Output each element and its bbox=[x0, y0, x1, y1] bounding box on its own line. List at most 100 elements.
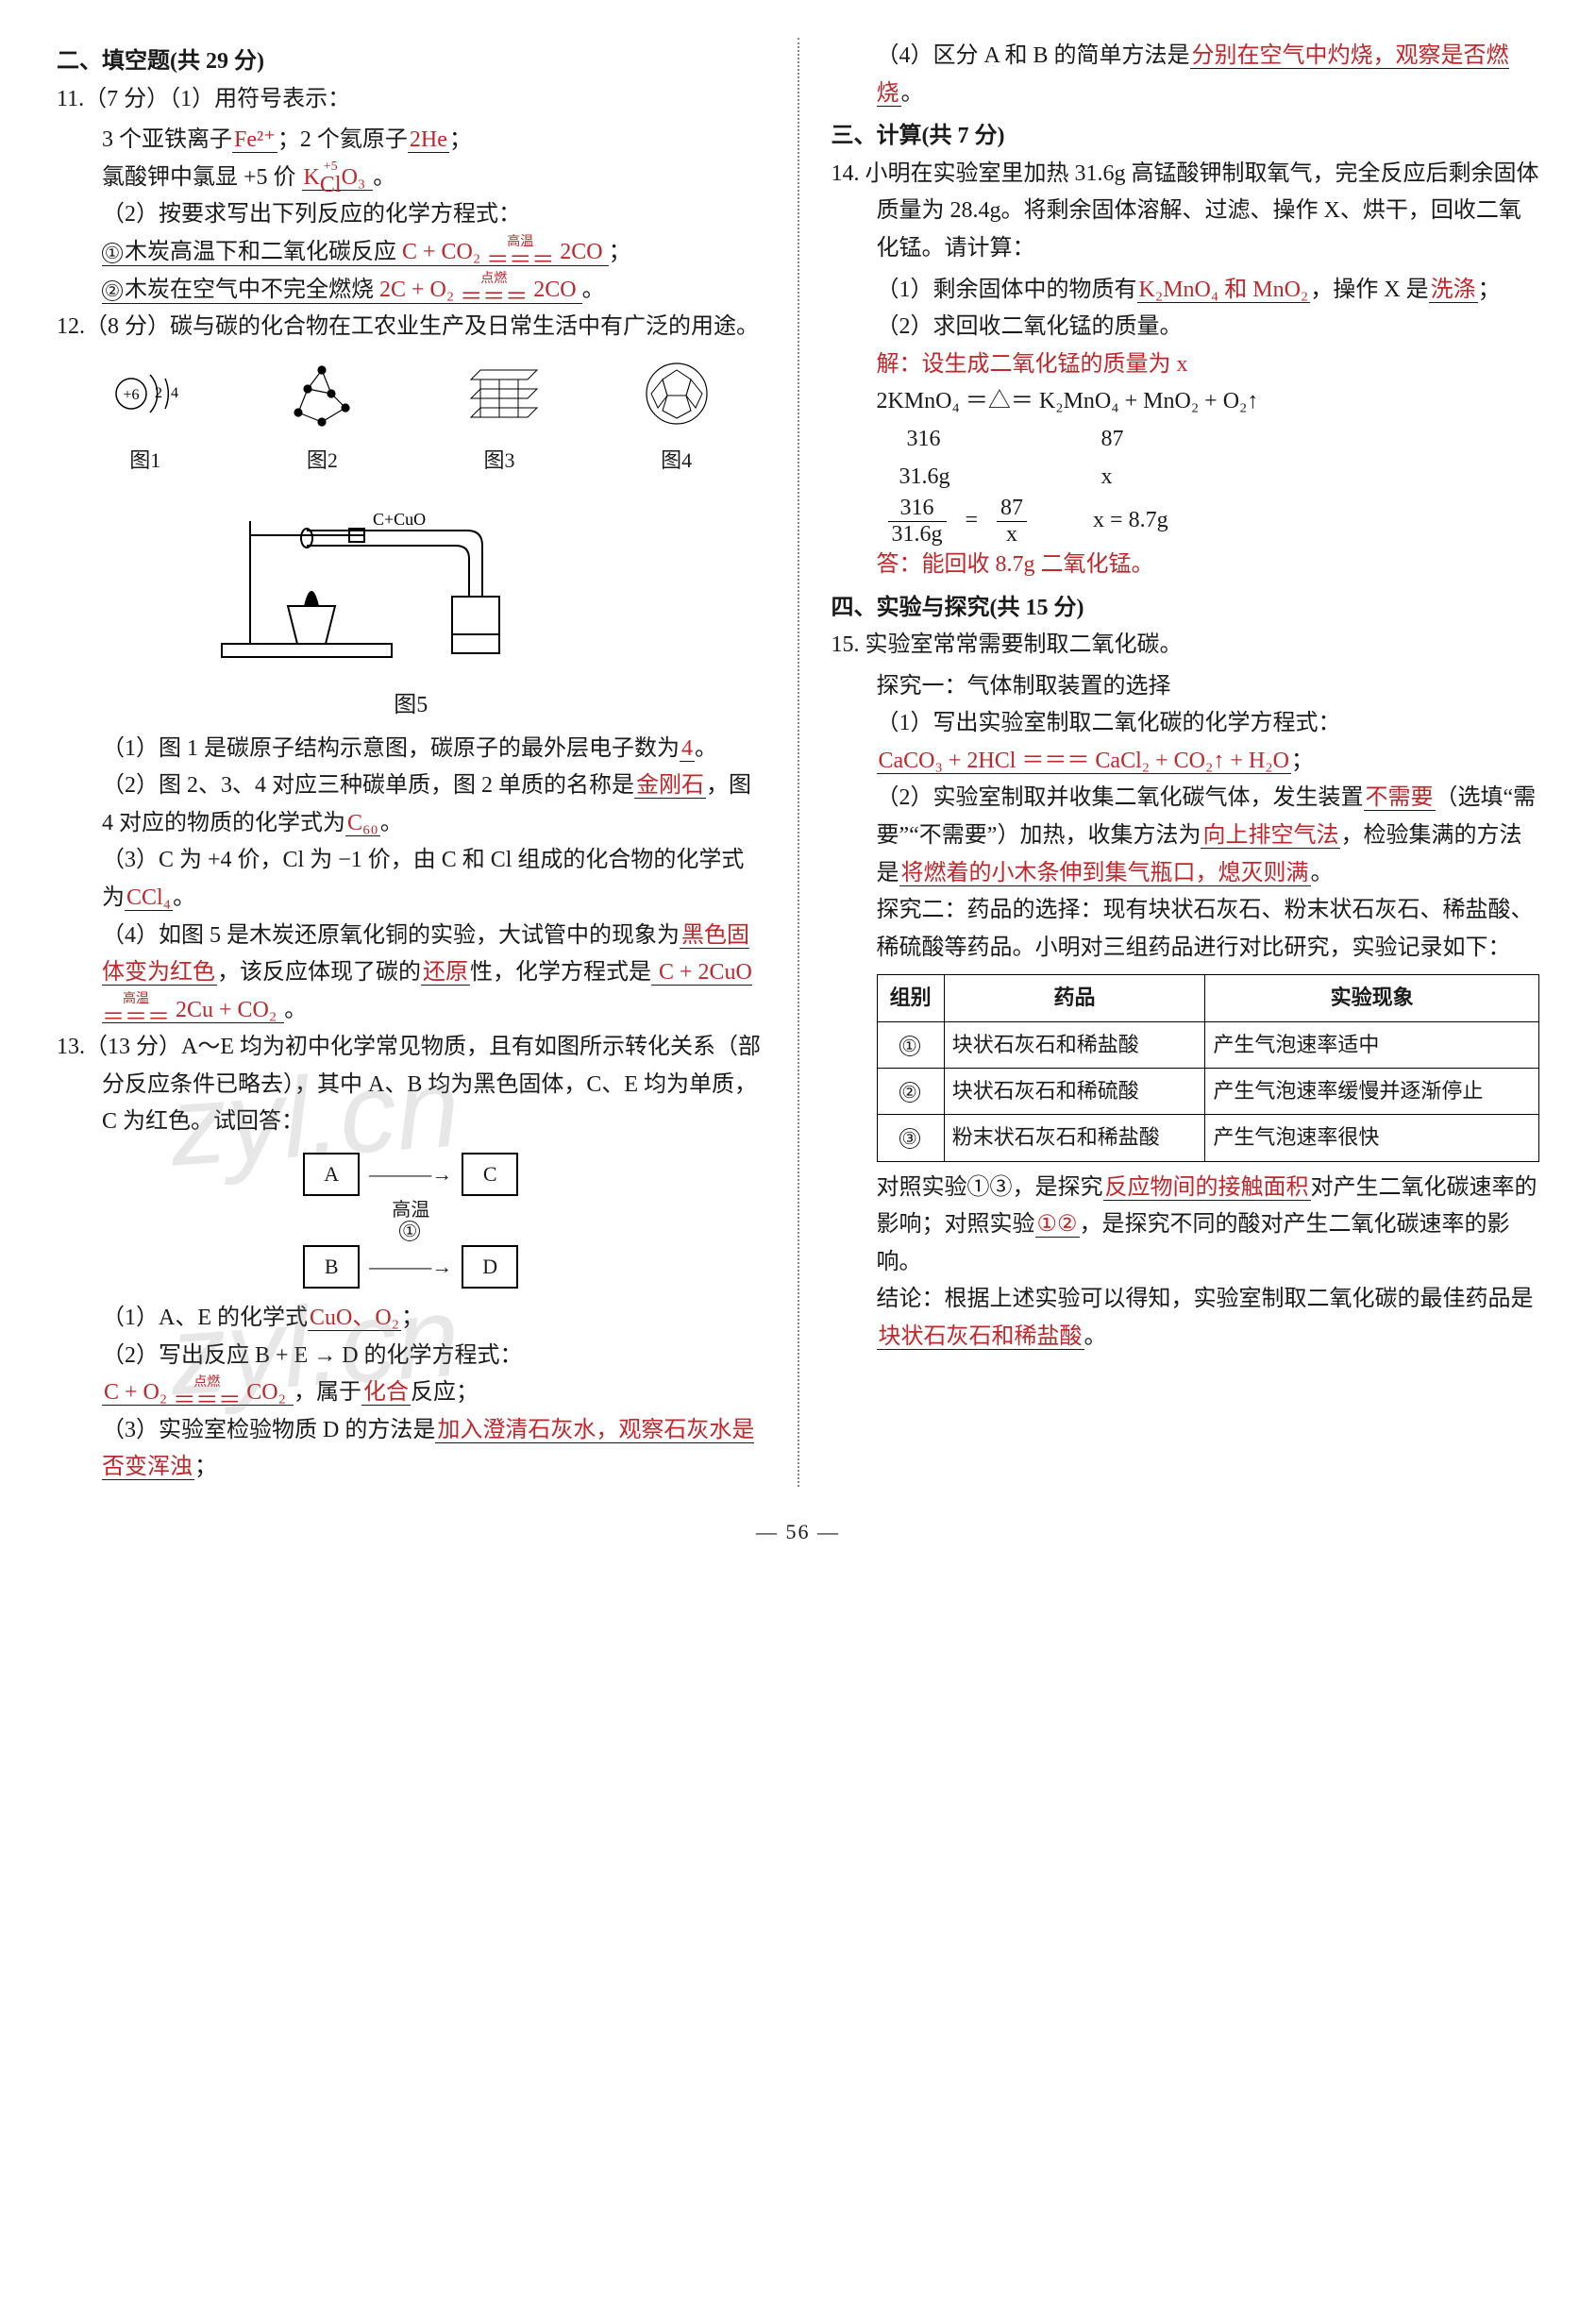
kclo3-o3: O₃ bbox=[342, 165, 366, 190]
frac-left: 316 31.6g bbox=[888, 496, 947, 547]
q11-part2: （2）按要求写出下列反应的化学方程式： bbox=[57, 196, 765, 234]
q14-p1: （1）剩余固体中的物质有K₂MnO₄ 和 MnO₂，操作 X 是洗涤； bbox=[832, 272, 1540, 310]
r2c3: 产生气泡速率缓慢并逐渐停止 bbox=[1205, 1069, 1539, 1115]
right-column: （4）区分 A 和 B 的简单方法是分别在空气中灼烧，观察是否燃烧。 三、计算(… bbox=[832, 38, 1540, 1487]
c2cond: 点燃 bbox=[460, 273, 528, 286]
q13p2ans2: 化合 bbox=[361, 1380, 411, 1406]
q14-sol-ans: 答：能回收 8.7g 二氧化锰。 bbox=[832, 547, 1540, 584]
q13-p1: （1）A、E 的化学式CuO、O₂； bbox=[57, 1300, 765, 1338]
circled-2-icon: ② bbox=[899, 1082, 920, 1103]
eqsign: = bbox=[966, 502, 979, 540]
q13-p3: （3）实验室检验物质 D 的方法是加入澄清石灰水，观察石灰水是否变浑浊； bbox=[57, 1412, 765, 1487]
circled-1-icon: ① bbox=[899, 1036, 920, 1056]
semi1: ； bbox=[609, 240, 631, 264]
frac-right: 87 x bbox=[997, 496, 1027, 547]
q12-p4c: 性，化学方程式是 bbox=[470, 960, 651, 985]
q13p4a: （4）区分 A 和 B 的简单方法是 bbox=[877, 43, 1190, 68]
c1a: C + CO₂ bbox=[402, 240, 480, 264]
fig5-wrap: C+CuO 图5 bbox=[57, 483, 765, 724]
q13p3b: ； bbox=[194, 1455, 217, 1479]
r3c2: 粉末状石灰石和稀盐酸 bbox=[944, 1115, 1205, 1161]
left-column: 二、填空题(共 29 分) 11.（7 分）（1）用符号表示： 3 个亚铁离子F… bbox=[57, 38, 765, 1487]
q14p1ans1: K₂MnO₄ 和 MnO₂ bbox=[1137, 278, 1311, 303]
r1c2: 块状石灰石和稀盐酸 bbox=[944, 1021, 1205, 1068]
q11-ans-he: 2He bbox=[408, 127, 449, 153]
flow-box-c: C bbox=[462, 1153, 518, 1196]
fig2-cell: 图2 bbox=[279, 356, 364, 479]
q15p2ans1: 不需要 bbox=[1364, 785, 1436, 811]
q13-p2: （2）写出反应 B + E → D 的化学方程式： C + O₂ 点燃＝＝＝ C… bbox=[57, 1338, 765, 1412]
q11-t1: 3 个亚铁离子 bbox=[102, 127, 232, 152]
eq-arrow-icon: 点燃＝＝＝ bbox=[173, 1376, 241, 1412]
circled-1-icon: ① bbox=[102, 243, 123, 263]
q15-compare: 对照实验①③，是探究反应物间的接触面积对产生二氧化碳速率的影响；对照实验①②，是… bbox=[832, 1170, 1540, 1282]
table-row: ① 块状石灰石和稀盐酸 产生气泡速率适中 bbox=[877, 1021, 1539, 1068]
q11-t1c: ； bbox=[449, 127, 472, 152]
q12-p4d: 。 bbox=[284, 998, 307, 1022]
fl-num: 316 bbox=[888, 496, 947, 521]
eq-arrow-icon: 高温＝＝＝ bbox=[486, 236, 554, 272]
q11-c2-text: 木炭在空气中不完全燃烧 bbox=[125, 278, 374, 302]
q13p3a: （3）实验室检验物质 D 的方法是 bbox=[102, 1418, 435, 1442]
q12-p2ans2: C₆₀ bbox=[345, 811, 380, 836]
p4b: 2Cu + CO₂ bbox=[176, 998, 277, 1022]
q12-p4: （4）如图 5 是木炭还原氧化铜的实验，大试管中的现象为黑色固体变为红色，该反应… bbox=[57, 918, 765, 1030]
q11-c2: ②木炭在空气中不完全燃烧 2C + O₂ 点燃＝＝＝ 2CO 。 bbox=[57, 272, 765, 310]
page-two-column: 二、填空题(共 29 分) 11.（7 分）（1）用符号表示： 3 个亚铁离子F… bbox=[57, 38, 1539, 1487]
fig3-cell: 图3 bbox=[457, 356, 542, 479]
q14-sol-eq: 2KMnO₄ ＝△＝ K₂MnO₄ + MnO₂ + O₂↑ bbox=[832, 383, 1540, 421]
m87: 87 bbox=[1101, 421, 1124, 459]
q15p2ans3: 将燃着的小木条伸到集气瓶口，熄灭则满 bbox=[899, 861, 1311, 886]
q13p1b: ； bbox=[401, 1306, 424, 1330]
kclo3-k: K bbox=[304, 165, 320, 190]
flow-mid: 高温 ① bbox=[57, 1200, 765, 1241]
q14p1b: ，操作 X 是 bbox=[1310, 278, 1428, 302]
fl-den: 31.6g bbox=[888, 522, 947, 547]
q11-c1-eq: C + CO₂ 高温＝＝＝ 2CO bbox=[402, 240, 609, 264]
q11-c1-text: 木炭高温下和二氧化碳反应 bbox=[125, 240, 396, 264]
q12-p2: （2）图 2、3、4 对应三种碳单质，图 2 单质的名称是金刚石，图 4 对应的… bbox=[57, 767, 765, 842]
conca: 结论：根据上述实验可以得知，实验室制取二氧化碳的最佳药品是 bbox=[877, 1287, 1534, 1311]
fig1-label: 图1 bbox=[103, 444, 188, 478]
q15-p2: （2）实验室制取并收集二氧化碳气体，发生装置不需要（选填“需要”“不需要”）加热… bbox=[832, 780, 1540, 892]
q12-p2c: 。 bbox=[380, 811, 403, 835]
fig4-label: 图4 bbox=[634, 444, 719, 478]
arrow-right-icon: ———→ bbox=[369, 1255, 452, 1278]
atom-structure-icon: +6 2 4 bbox=[103, 356, 188, 431]
q13-head: 13.（13 分）A～E 均为初中化学常见物质，且有如图所示转化关系（部分反应条… bbox=[57, 1029, 765, 1141]
q11-c2-wrap: ②木炭在空气中不完全燃烧 2C + O₂ 点燃＝＝＝ 2CO bbox=[102, 278, 582, 304]
c1b: 2CO bbox=[560, 240, 602, 264]
q15p1ans: CaCO₃ + 2HCl ＝＝＝ CaCl₂ + CO₂↑ + H₂O bbox=[877, 749, 1291, 774]
q13p1a: （1）A、E 的化学式 bbox=[102, 1306, 308, 1330]
q11-t1b: ；2 个氦原子 bbox=[277, 127, 408, 152]
fig1-cell: +6 2 4 图1 bbox=[103, 356, 188, 479]
flow-box-a: A bbox=[303, 1153, 360, 1196]
fig3-label: 图3 bbox=[457, 444, 542, 478]
q13-flowchart: A ———→ C 高温 ① B ———→ D zyl.cn bbox=[57, 1149, 765, 1292]
cmpans1: 反应物间的接触面积 bbox=[1103, 1175, 1311, 1201]
q11-line1: 11.（7 分）（1）用符号表示： bbox=[57, 81, 765, 119]
page-number: — 56 — bbox=[57, 1515, 1539, 1549]
q14-head: 14. 小明在实验室里加热 31.6g 高锰酸钾制取氧气，完全反应后剩余固体质量… bbox=[832, 156, 1540, 268]
q15p2ans2: 向上排空气法 bbox=[1201, 823, 1340, 849]
graphite-layers-icon bbox=[457, 356, 542, 431]
cmpa: 对照实验①③，是探究 bbox=[877, 1175, 1103, 1200]
q12-p3: （3）C 为 +4 价，Cl 为 −1 价，由 C 和 Cl 组成的化合物的化学… bbox=[57, 842, 765, 917]
p2eqb: CO₂ bbox=[246, 1380, 286, 1405]
flow-cond-top: 高温 bbox=[392, 1200, 429, 1221]
q15p2d: 。 bbox=[1311, 861, 1334, 885]
g316: 31.6g bbox=[899, 459, 950, 497]
q13p4b: 。 bbox=[901, 81, 924, 106]
q13p2c: 反应； bbox=[411, 1380, 479, 1405]
q11-t2a: 氯酸钾中氯显 +5 价 bbox=[102, 165, 296, 190]
q14-sol-masses: 316 87 bbox=[832, 421, 1540, 459]
svg-text:4: 4 bbox=[171, 385, 178, 401]
fig2-label: 图2 bbox=[279, 444, 364, 478]
svg-text:2: 2 bbox=[155, 385, 162, 401]
p4cond: 高温 bbox=[102, 993, 170, 1006]
q11-c1-wrap: ①木炭高温下和二氧化碳反应 C + CO₂ 高温＝＝＝ 2CO bbox=[102, 240, 609, 266]
q11-head: 11.（7 分）（1）用符号表示： bbox=[57, 87, 350, 111]
section-2-title: 二、填空题(共 29 分) bbox=[57, 43, 765, 81]
xres: x = 8.7g bbox=[1093, 502, 1168, 540]
th-group: 组别 bbox=[877, 975, 944, 1021]
